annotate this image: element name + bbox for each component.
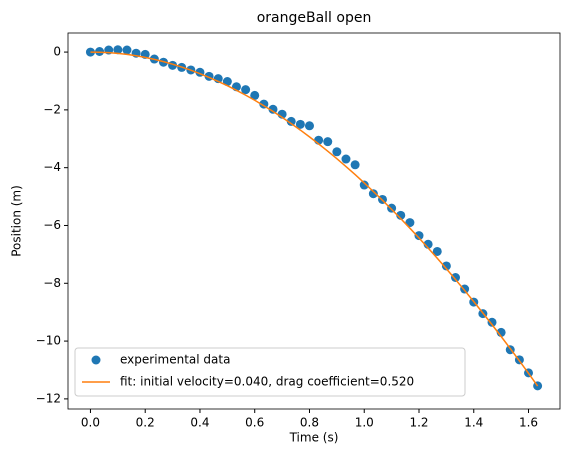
data-point <box>295 119 305 129</box>
data-point <box>487 317 497 327</box>
x-tick-label: 1.0 <box>355 416 374 430</box>
x-tick-label: 0.6 <box>245 416 264 430</box>
data-point <box>341 154 351 164</box>
x-tick-label: 0.0 <box>81 416 100 430</box>
x-tick-label: 0.4 <box>190 416 209 430</box>
x-tick-label: 1.2 <box>409 416 428 430</box>
data-point <box>368 189 378 199</box>
data-point <box>396 210 406 220</box>
data-point <box>432 246 442 256</box>
data-point <box>113 45 123 55</box>
data-point <box>323 137 333 147</box>
data-point <box>304 121 314 131</box>
x-tick-label: 0.2 <box>136 416 155 430</box>
data-point <box>332 147 342 157</box>
y-tick-label: −2 <box>43 102 61 116</box>
fit-line <box>90 51 539 387</box>
data-point <box>250 90 260 100</box>
data-point <box>450 273 460 283</box>
chart-title: orangeBall open <box>257 10 372 26</box>
x-tick-label: 0.8 <box>300 416 319 430</box>
y-tick-label: −8 <box>43 276 61 290</box>
legend-box <box>74 347 466 397</box>
plot-frame <box>67 32 561 410</box>
y-tick-label: −4 <box>43 160 61 174</box>
legend-label: experimental data <box>120 353 230 367</box>
data-point <box>268 104 278 114</box>
data-point <box>387 203 397 213</box>
y-tick-label: −10 <box>36 334 61 348</box>
data-point <box>222 77 232 87</box>
data-point <box>122 45 132 55</box>
y-tick-label: −12 <box>36 391 61 405</box>
y-axis-label: Position (m) <box>10 185 24 257</box>
x-tick-label: 1.4 <box>464 416 483 430</box>
x-tick-label: 1.6 <box>519 416 538 430</box>
data-point <box>286 116 296 126</box>
x-axis-label: Time (s) <box>289 431 339 445</box>
data-point <box>350 160 360 170</box>
legend-marker <box>91 355 101 365</box>
y-tick-label: −6 <box>43 218 61 232</box>
y-tick-label: 0 <box>53 45 61 59</box>
data-point <box>414 231 424 241</box>
legend-label: fit: initial velocity=0.040, drag coeffi… <box>120 375 414 389</box>
data-point <box>441 261 451 271</box>
legend: experimental data fit: initial velocity=0… <box>74 347 466 397</box>
data-point <box>359 180 369 190</box>
data-point <box>241 85 251 95</box>
